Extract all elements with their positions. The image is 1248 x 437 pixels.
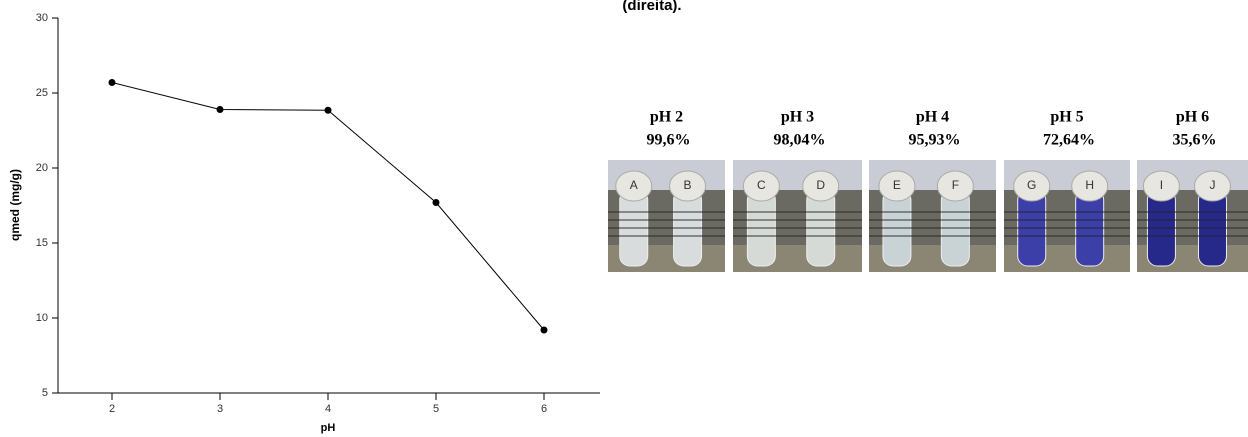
y-tick-label: 5 <box>42 387 48 399</box>
removal-label: 98,04% <box>774 132 826 149</box>
tube-letter: D <box>816 178 825 192</box>
tube-cap <box>878 170 916 202</box>
photos: pH 2 99,6% A BpH 3 98,04% C DpH 4 95,93% E FpH 5 7… <box>608 109 1248 272</box>
ph-label: pH 6 <box>1176 109 1209 126</box>
tube-cap <box>669 170 707 202</box>
point <box>432 199 440 206</box>
tube-letter: A <box>630 178 638 192</box>
x-tick-label: 3 <box>217 403 223 415</box>
ph-label: pH 3 <box>781 109 814 126</box>
tube-cap <box>1071 170 1109 202</box>
y-tick-label: 25 <box>36 87 48 99</box>
y-tick-label: 15 <box>36 237 48 249</box>
point <box>216 106 224 113</box>
tube-cap <box>802 170 840 202</box>
tube-cap <box>615 170 653 202</box>
tube-letter: B <box>684 178 692 192</box>
point <box>108 79 116 86</box>
tube-letter: F <box>952 178 959 192</box>
y-tick-label: 10 <box>36 312 48 324</box>
x-tick-label: 6 <box>541 403 547 415</box>
x-tick-label: 4 <box>325 403 331 415</box>
line <box>111 82 545 331</box>
point <box>540 326 548 334</box>
tube-cap <box>1142 170 1180 202</box>
ph-label: pH 2 <box>650 109 683 126</box>
tube-letter: C <box>757 178 766 192</box>
tube-letter: E <box>893 178 901 192</box>
tube-letter: J <box>1209 178 1215 192</box>
y-tick-label: 30 <box>36 12 48 24</box>
x-tick-label: 5 <box>433 403 439 415</box>
removal-label: 35,6% <box>1173 132 1217 149</box>
x-tick-label: 2 <box>109 403 115 415</box>
y-tick-label: 20 <box>36 162 48 174</box>
tube-cap <box>742 170 780 202</box>
y-axis-label: qmed (mg/g) <box>8 169 22 241</box>
tube-cap <box>1013 170 1051 202</box>
removal-label: 72,64% <box>1043 132 1095 149</box>
point <box>324 106 332 114</box>
tube-letter: G <box>1027 178 1036 192</box>
removal-label: 99,6% <box>647 132 691 149</box>
title: (direita). <box>622 0 681 14</box>
removal-label: 95,93% <box>909 132 961 149</box>
ph-label: pH 5 <box>1050 109 1083 126</box>
x-axis-label: pH <box>321 422 336 434</box>
tube-cap <box>1193 170 1231 202</box>
tube-cap <box>936 170 974 202</box>
tube-letter: I <box>1160 178 1163 192</box>
tube-letter: H <box>1085 178 1094 192</box>
ph-label: pH 4 <box>916 109 949 126</box>
